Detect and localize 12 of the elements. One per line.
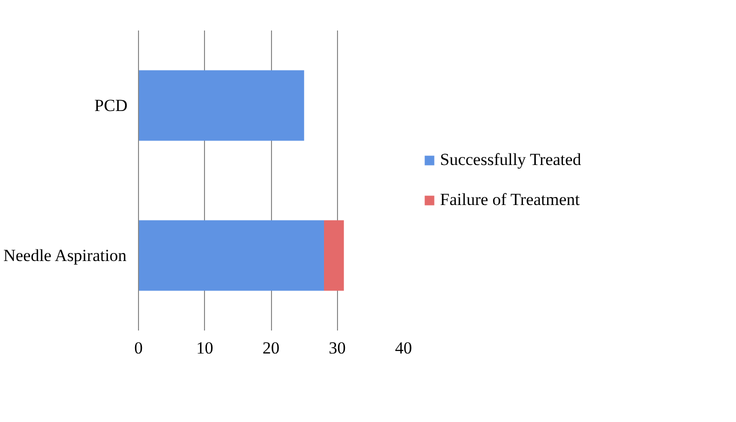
y-tick-label: PCD [94, 96, 128, 115]
x-tick-label: 40 [395, 338, 412, 358]
bar [138, 70, 304, 141]
x-tick-label: 0 [134, 338, 143, 358]
x-tick-label: 30 [328, 338, 346, 358]
y-tick-label: Needle Aspiration [3, 246, 128, 265]
legend-label: Failure of Treatment [440, 190, 580, 210]
x-tick-label: 20 [262, 338, 280, 358]
bar [324, 220, 344, 291]
x-tick-label: 10 [196, 338, 214, 358]
bar [138, 220, 324, 291]
legend-label: Successfully Treated [440, 150, 582, 170]
